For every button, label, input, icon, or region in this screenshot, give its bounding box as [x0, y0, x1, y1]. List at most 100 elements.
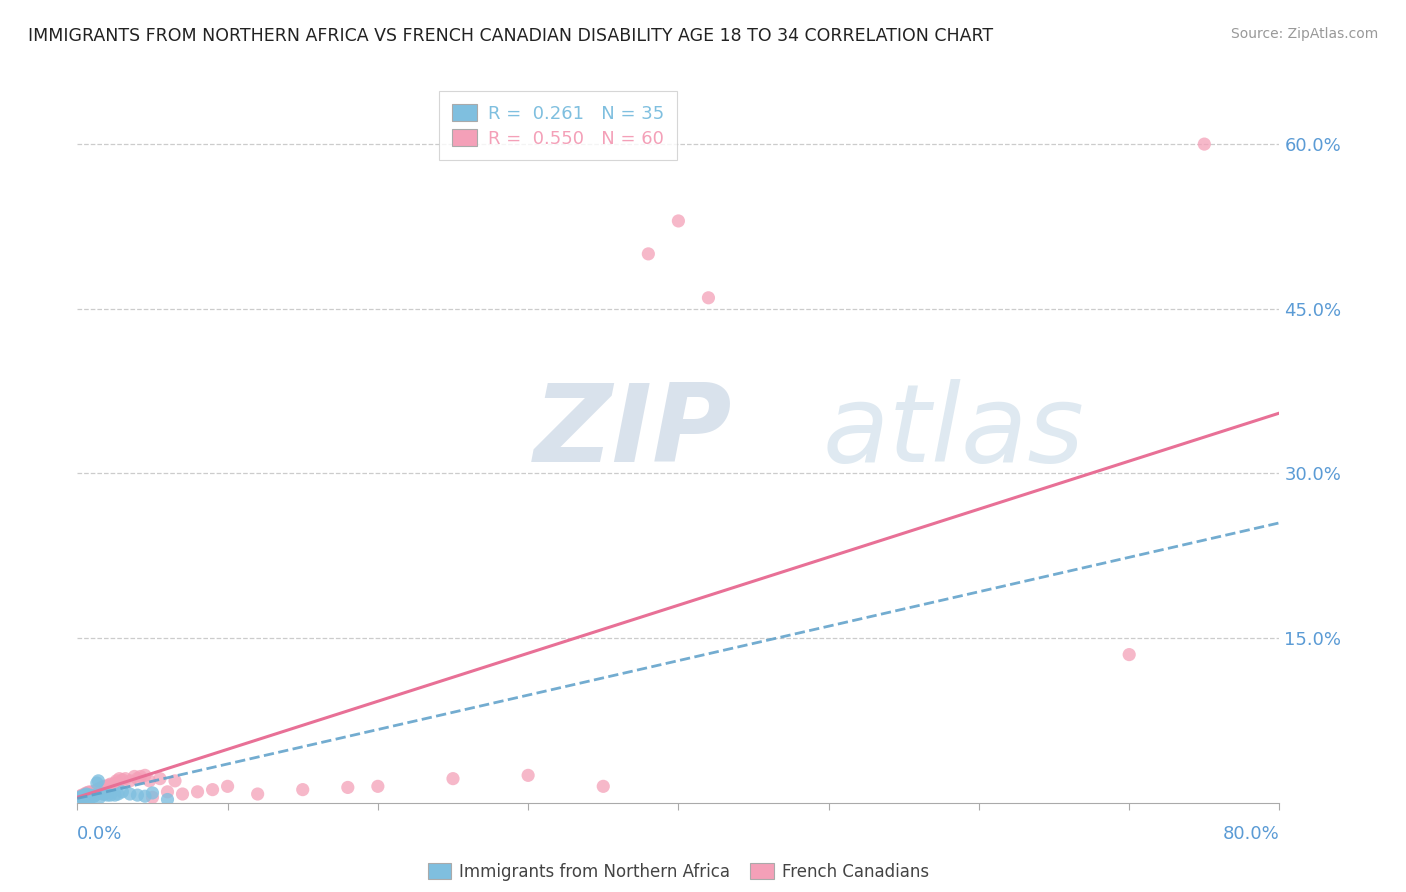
Point — [70, 788, 93, 802]
Point — [637, 247, 659, 261]
Point — [1118, 648, 1140, 662]
Point — [101, 778, 124, 792]
Point — [86, 776, 108, 790]
Point — [104, 776, 127, 790]
Point — [70, 790, 93, 805]
Point — [80, 786, 103, 800]
Point — [441, 772, 464, 786]
Point — [82, 785, 104, 799]
Point — [96, 788, 118, 802]
Point — [107, 776, 129, 790]
Point — [118, 773, 141, 788]
Point — [72, 791, 94, 805]
Point — [517, 768, 540, 782]
Point — [75, 786, 97, 800]
Point — [129, 769, 152, 783]
Point — [91, 787, 114, 801]
Point — [80, 790, 103, 805]
Point — [76, 790, 98, 805]
Point — [592, 780, 614, 794]
Point — [86, 782, 108, 797]
Point — [75, 787, 97, 801]
Point — [1194, 137, 1216, 152]
Point — [217, 780, 239, 794]
Point — [93, 787, 115, 801]
Point — [108, 772, 131, 786]
Point — [141, 786, 163, 800]
Point — [105, 773, 128, 788]
Text: Source: ZipAtlas.com: Source: ZipAtlas.com — [1230, 27, 1378, 41]
Point — [84, 785, 107, 799]
Point — [111, 772, 134, 787]
Point — [156, 792, 179, 806]
Point — [134, 789, 156, 804]
Point — [76, 786, 98, 800]
Point — [100, 788, 122, 802]
Text: ZIP: ZIP — [534, 379, 733, 484]
Point — [134, 768, 156, 782]
Point — [69, 790, 91, 805]
Point — [118, 787, 141, 801]
Point — [149, 772, 172, 786]
Point — [336, 780, 359, 795]
Point — [94, 780, 117, 794]
Point — [201, 782, 224, 797]
Point — [82, 787, 104, 801]
Point — [100, 777, 122, 791]
Text: IMMIGRANTS FROM NORTHERN AFRICA VS FRENCH CANADIAN DISABILITY AGE 18 TO 34 CORRE: IMMIGRANTS FROM NORTHERN AFRICA VS FRENC… — [28, 27, 993, 45]
Point — [73, 789, 96, 804]
Point — [163, 773, 186, 788]
Point — [138, 773, 160, 788]
Point — [697, 291, 720, 305]
Point — [79, 787, 101, 801]
Point — [104, 788, 127, 802]
Point — [73, 787, 96, 801]
Point — [79, 785, 101, 799]
Point — [72, 789, 94, 804]
Point — [127, 772, 149, 786]
Text: 0.0%: 0.0% — [77, 825, 122, 843]
Point — [93, 780, 115, 794]
Point — [76, 788, 98, 802]
Legend: Immigrants from Northern Africa, French Canadians: Immigrants from Northern Africa, French … — [420, 856, 936, 888]
Point — [96, 780, 118, 795]
Point — [87, 773, 110, 788]
Point — [90, 780, 112, 795]
Point — [124, 769, 146, 783]
Point — [89, 781, 111, 796]
Point — [668, 214, 690, 228]
Point — [172, 787, 194, 801]
Point — [246, 787, 269, 801]
Point — [83, 789, 105, 804]
Text: 80.0%: 80.0% — [1223, 825, 1279, 843]
Point — [75, 791, 97, 805]
Point — [83, 786, 105, 800]
Point — [91, 781, 114, 796]
Text: atlas: atlas — [823, 379, 1084, 484]
Point — [291, 782, 314, 797]
Point — [97, 778, 120, 792]
Point — [79, 791, 101, 805]
Point — [114, 772, 136, 786]
Point — [75, 788, 97, 802]
Point — [80, 788, 103, 802]
Point — [76, 788, 98, 802]
Point — [73, 790, 96, 805]
Point — [367, 780, 389, 794]
Point — [141, 790, 163, 805]
Point — [82, 790, 104, 805]
Point — [79, 789, 101, 804]
Point — [89, 790, 111, 805]
Point — [69, 789, 91, 804]
Point — [87, 783, 110, 797]
Point — [107, 787, 129, 801]
Point — [127, 788, 149, 802]
Point — [73, 791, 96, 805]
Point — [75, 789, 97, 804]
Point — [187, 785, 209, 799]
Point — [111, 785, 134, 799]
Point — [84, 788, 107, 802]
Point — [70, 789, 93, 804]
Point — [73, 788, 96, 802]
Point — [72, 789, 94, 804]
